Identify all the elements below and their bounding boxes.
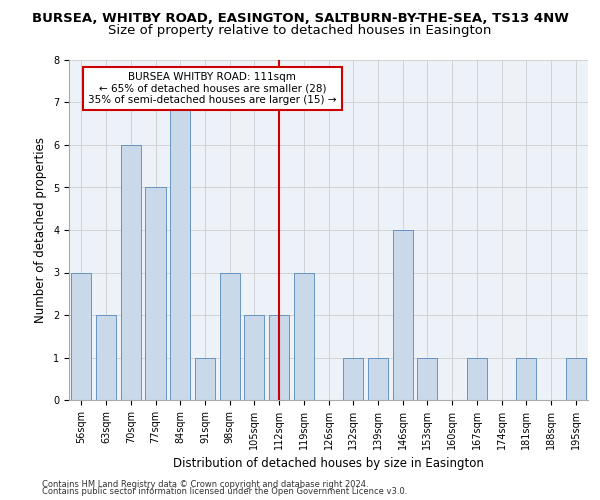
Text: Contains HM Land Registry data © Crown copyright and database right 2024.: Contains HM Land Registry data © Crown c…	[42, 480, 368, 489]
Bar	[516, 358, 536, 400]
Bar	[467, 358, 487, 400]
Bar	[220, 272, 240, 400]
Bar	[392, 230, 413, 400]
Bar	[121, 145, 141, 400]
Bar	[71, 272, 91, 400]
Bar	[417, 358, 437, 400]
Bar	[244, 315, 265, 400]
Text: Contains public sector information licensed under the Open Government Licence v3: Contains public sector information licen…	[42, 488, 407, 496]
Bar	[96, 315, 116, 400]
X-axis label: Distribution of detached houses by size in Easington: Distribution of detached houses by size …	[173, 458, 484, 470]
Text: Size of property relative to detached houses in Easington: Size of property relative to detached ho…	[109, 24, 491, 37]
Y-axis label: Number of detached properties: Number of detached properties	[34, 137, 47, 323]
Bar	[343, 358, 364, 400]
Bar	[269, 315, 289, 400]
Bar	[293, 272, 314, 400]
Bar	[195, 358, 215, 400]
Bar	[170, 102, 190, 400]
Bar	[368, 358, 388, 400]
Text: BURSEA, WHITBY ROAD, EASINGTON, SALTBURN-BY-THE-SEA, TS13 4NW: BURSEA, WHITBY ROAD, EASINGTON, SALTBURN…	[32, 12, 568, 26]
Text: BURSEA WHITBY ROAD: 111sqm
← 65% of detached houses are smaller (28)
35% of semi: BURSEA WHITBY ROAD: 111sqm ← 65% of deta…	[88, 72, 337, 105]
Bar	[145, 188, 166, 400]
Bar	[566, 358, 586, 400]
